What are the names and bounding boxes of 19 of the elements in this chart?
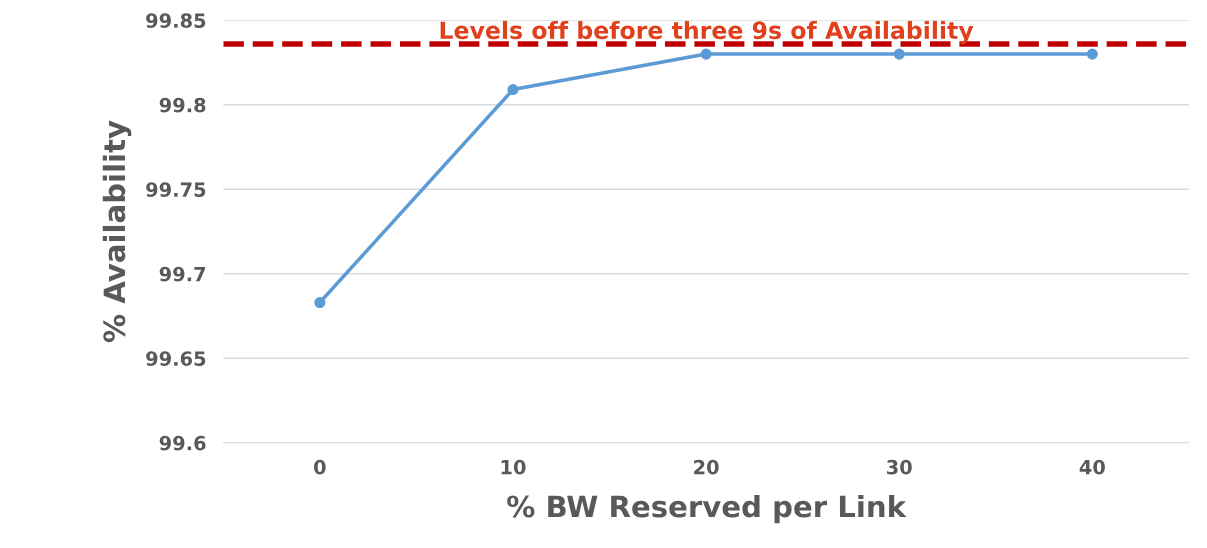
y-axis-title: % Availability [102,120,132,343]
x-tick-label: 20 [694,459,719,475]
y-tick-label: 99.6 [159,435,206,451]
point [700,48,712,60]
ref-line-label: Levels off before three 9s of Availability [440,20,974,44]
x-axis-title: % BW Reserved per Link [507,494,907,524]
x-tick-label: 30 [886,459,912,475]
point [314,296,326,309]
point [507,84,519,96]
y-tick-label: 99.75 [146,182,206,197]
x-tick-label: 40 [1079,459,1105,475]
y-tick-label: 99.85 [146,13,206,28]
x-tick-label: 0 [314,459,326,475]
x-tick-label: 10 [501,459,526,475]
point [893,48,905,60]
y-tick-label: 99.7 [159,266,206,282]
point [1086,48,1098,60]
y-tick-label: 99.8 [159,97,206,113]
y-tick-label: 99.65 [146,351,206,366]
